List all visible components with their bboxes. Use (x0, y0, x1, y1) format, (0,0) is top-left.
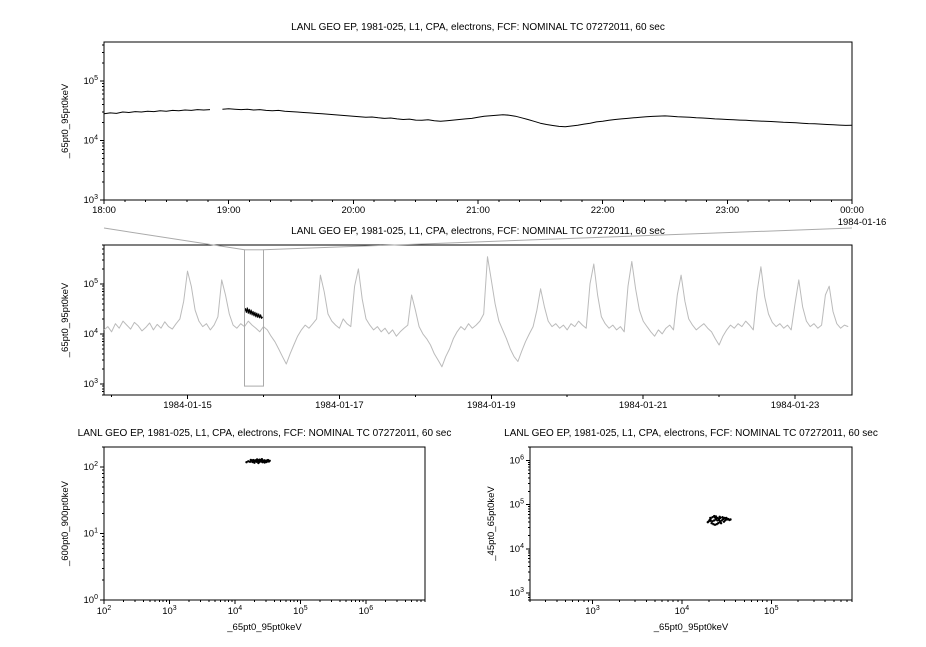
panel4-y-tick-label: 104 (510, 543, 525, 555)
panel4: 103 104 105 106 103 104 105 _45pt0_65pt0keV _65p… (486, 446, 853, 633)
panel1-x-tick-label: 00:00 (840, 205, 864, 216)
panel3-x-tick-label: 106 (359, 605, 374, 617)
panel2: 103 104 105 1984-01-15 1984-01-17 1984-01-19 1… (60, 244, 853, 411)
panel3-plot-area[interactable] (103, 446, 426, 601)
panel1-y-axis-label: _65pt0_95pt0keV (60, 83, 71, 159)
panel3-y-tick-label: 102 (84, 461, 99, 473)
panel1-x-tick-label: 18:00 (92, 205, 116, 216)
panel4-y-tick-label: 106 (510, 454, 525, 466)
panel4-y-tick-label: 105 (510, 499, 525, 511)
panel3-x-tick-label: 102 (97, 605, 112, 617)
panel3-x-tick-label: 103 (162, 605, 177, 617)
panel2-x-tick-label: 1984-01-21 (619, 400, 668, 411)
panel3: 100 101 102 102 103 104 105 106 _600pt0_900pt0ke… (60, 446, 426, 633)
panel4-x-tick-label: 103 (585, 605, 600, 617)
panel3-y-axis-label: _600pt0_900pt0keV (60, 480, 71, 567)
panel3-x-axis-label: _65pt0_95pt0keV (226, 622, 302, 633)
panel2-x-tick-label: 1984-01-15 (163, 400, 212, 411)
scatter-600-900-vs-65-95 (245, 458, 271, 465)
panel2-x-tick-label: 1984-01-23 (771, 400, 820, 411)
panel2-y-tick-label: 105 (84, 278, 99, 290)
panel2-x-tick-label: 1984-01-17 (315, 400, 364, 411)
panel1-y-tick-label: 105 (84, 75, 99, 87)
electron-flux-65-95keV (103, 108, 853, 128)
zoom-connector-lines (103, 227, 853, 251)
panel4-axes[interactable] (526, 446, 853, 604)
panel1-title: LANL GEO EP, 1981-025, L1, CPA, electron… (291, 22, 665, 33)
zoom-region-box[interactable] (244, 249, 264, 387)
panel1-plot-area[interactable] (103, 41, 853, 201)
panel1-x-tick-label: 20:00 (341, 205, 365, 216)
context-flux-65-95keV (103, 256, 849, 368)
panel4-title: LANL GEO EP, 1981-025, L1, CPA, electron… (504, 428, 878, 439)
panel2-axes[interactable] (100, 244, 853, 399)
panel4-x-tick-label: 104 (675, 605, 690, 617)
panel4-plot-area[interactable] (529, 446, 853, 601)
panel3-x-tick-label: 104 (228, 605, 243, 617)
panel2-x-tick-label: 1984-01-19 (467, 400, 516, 411)
panel4-y-tick-label: 103 (510, 587, 525, 599)
panel3-x-tick-label: 105 (293, 605, 308, 617)
scatter-45-65-vs-65-95 (706, 514, 732, 526)
panel4-x-axis-label: _65pt0_95pt0keV (653, 622, 729, 633)
panel2-y-tick-label: 103 (84, 378, 99, 390)
panel3-y-tick-label: 101 (84, 528, 99, 540)
panel2-plot-area[interactable] (103, 244, 853, 396)
panel4-y-axis-label: _45pt0_65pt0keV (486, 486, 497, 562)
panel1-x-tick-label: 23:00 (715, 205, 739, 216)
panel1: 103 104 105 18:00 19:00 20:00 21:00 22:00 23:00 0… (60, 41, 887, 228)
panel2-y-tick-label: 104 (84, 328, 99, 340)
panel2-y-axis-label: _65pt0_95pt0keV (60, 282, 71, 358)
panel1-y-tick-label: 103 (84, 194, 99, 206)
panel4-x-tick-label: 105 (764, 605, 779, 617)
panel1-x-tick-label: 19:00 (217, 205, 241, 216)
panel1-x-tick-label: 22:00 (591, 205, 615, 216)
panel1-y-tick-label: 104 (84, 134, 99, 146)
panel3-axes[interactable] (100, 446, 426, 604)
panel3-title: LANL GEO EP, 1981-025, L1, CPA, electron… (77, 428, 452, 439)
highlighted-interval-flux (243, 307, 264, 319)
panel1-date-note: 1984-01-16 (838, 217, 887, 228)
panel2-title: LANL GEO EP, 1981-025, L1, CPA, electron… (291, 226, 665, 237)
panel1-axes[interactable] (100, 41, 853, 204)
panel3-y-tick-label: 100 (84, 594, 99, 606)
panel1-x-tick-label: 21:00 (466, 205, 490, 216)
